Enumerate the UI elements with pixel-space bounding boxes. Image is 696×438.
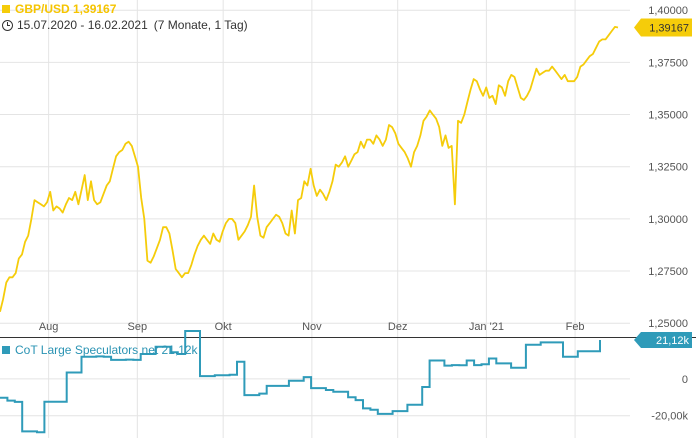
month-tick-label: Feb (566, 321, 585, 333)
month-tick-label: Okt (215, 321, 232, 333)
month-tick-label: Dez (388, 321, 408, 333)
month-tick-label: Nov (302, 321, 322, 333)
price-gridlines (0, 0, 630, 337)
date-range-text: 15.07.2020 - 16.02.2021 (17, 18, 148, 32)
legend-gbpusd-label: GBP/USD 1,39167 (15, 2, 117, 16)
month-tick-label: Jan '21 (469, 321, 504, 333)
price-ytick-label: 1,40000 (648, 5, 688, 17)
cot-badge-shape (634, 332, 692, 348)
date-range-row: 15.07.2020 - 16.02.2021 (7 Monate, 1 Tag… (2, 18, 248, 32)
cot-line (0, 330, 601, 434)
cot-series (0, 330, 601, 434)
month-tick-label: Aug (39, 321, 59, 333)
price-ytick-label: 1,30000 (648, 214, 688, 226)
price-badge-text: 1,39167 (649, 23, 689, 35)
legend-gbpusd[interactable]: GBP/USD 1,39167 (2, 2, 116, 16)
clock-icon (2, 19, 13, 31)
cot-gridlines (0, 338, 630, 438)
legend-cot-label: CoT Large Speculators net 21,12k (15, 343, 198, 357)
month-tick-label: Sep (128, 321, 148, 333)
price-line (0, 26, 619, 313)
date-range-duration: (7 Monate, 1 Tag) (153, 18, 248, 32)
price-ytick-label: 1,27500 (648, 266, 688, 278)
price-badge-shape (634, 18, 692, 37)
price-ytick-label: 1,25000 (648, 318, 688, 330)
cot-last-value-badge: 21,12k (634, 332, 692, 348)
price-ytick-label: 1,35000 (648, 110, 688, 122)
price-series (0, 26, 619, 313)
cot-ytick-label: -20,00k (651, 411, 688, 423)
cot-axis: -20,00k 0 (651, 374, 688, 423)
price-ytick-label: 1,32500 (648, 162, 688, 174)
price-axis: 1,25000 1,27500 1,30000 1,32500 1,35000 1,375… (648, 5, 688, 330)
legend-cot[interactable]: CoT Large Speculators net 21,12k (2, 343, 198, 357)
cot-badge-text: 21,12k (656, 335, 690, 347)
month-tick-labels: Aug Sep Okt Nov Dez Jan '21 Feb (39, 321, 585, 333)
price-ytick-label: 1,37500 (648, 57, 688, 69)
price-last-value-badge: 1,39167 (634, 18, 692, 37)
legend-cot-swatch (2, 346, 10, 354)
cot-ytick-label: 0 (682, 374, 688, 386)
legend-gbpusd-swatch (2, 5, 10, 13)
